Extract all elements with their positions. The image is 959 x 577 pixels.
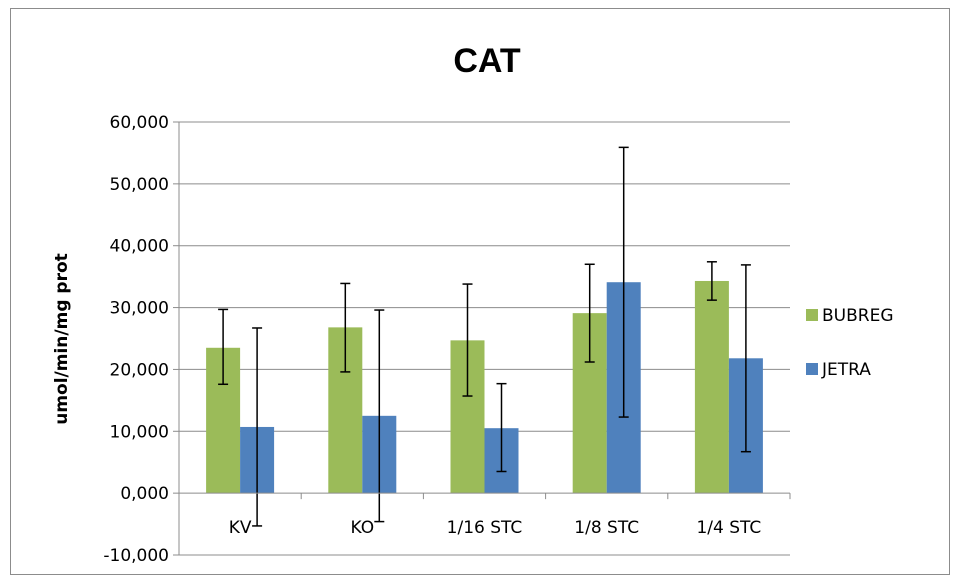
x-tick-label: 1/4 STC (696, 518, 761, 538)
chart-title: CAT (453, 42, 521, 80)
legend-swatch-jetra (806, 363, 818, 375)
legend-label-jetra: JETRA (821, 360, 871, 380)
bars (206, 280, 763, 494)
x-tick-label: 1/16 STC (447, 518, 523, 538)
y-tick-label: 20,000 (110, 360, 169, 380)
axes (178, 122, 791, 555)
legend: BUBREG JETRA (806, 306, 894, 380)
x-tick-labels: KV KO 1/16 STC 1/8 STC 1/4 STC (229, 518, 762, 538)
legend-swatch-bubreg (806, 309, 818, 321)
y-tick-label: 0,000 (120, 484, 169, 504)
x-tick-label: 1/8 STC (574, 518, 639, 538)
y-axis-label: umol/min/mg prot (52, 253, 72, 425)
legend-label-bubreg: BUBREG (822, 306, 894, 326)
y-tick-label: 40,000 (110, 237, 169, 257)
y-tick-label: -10,000 (103, 546, 169, 566)
error-bars (218, 146, 751, 527)
x-tick-label: KO (350, 518, 374, 538)
y-tick-label: 30,000 (110, 299, 169, 319)
y-tick-label: 10,000 (110, 422, 169, 442)
x-tick-label: KV (229, 518, 252, 538)
y-tick-label: 50,000 (110, 175, 169, 195)
bar-bubreg (694, 280, 729, 494)
y-tick-labels: -10,000 0,000 10,000 20,000 30,000 40,000 50,0… (103, 113, 169, 566)
y-tick-label: 60,000 (110, 113, 169, 133)
